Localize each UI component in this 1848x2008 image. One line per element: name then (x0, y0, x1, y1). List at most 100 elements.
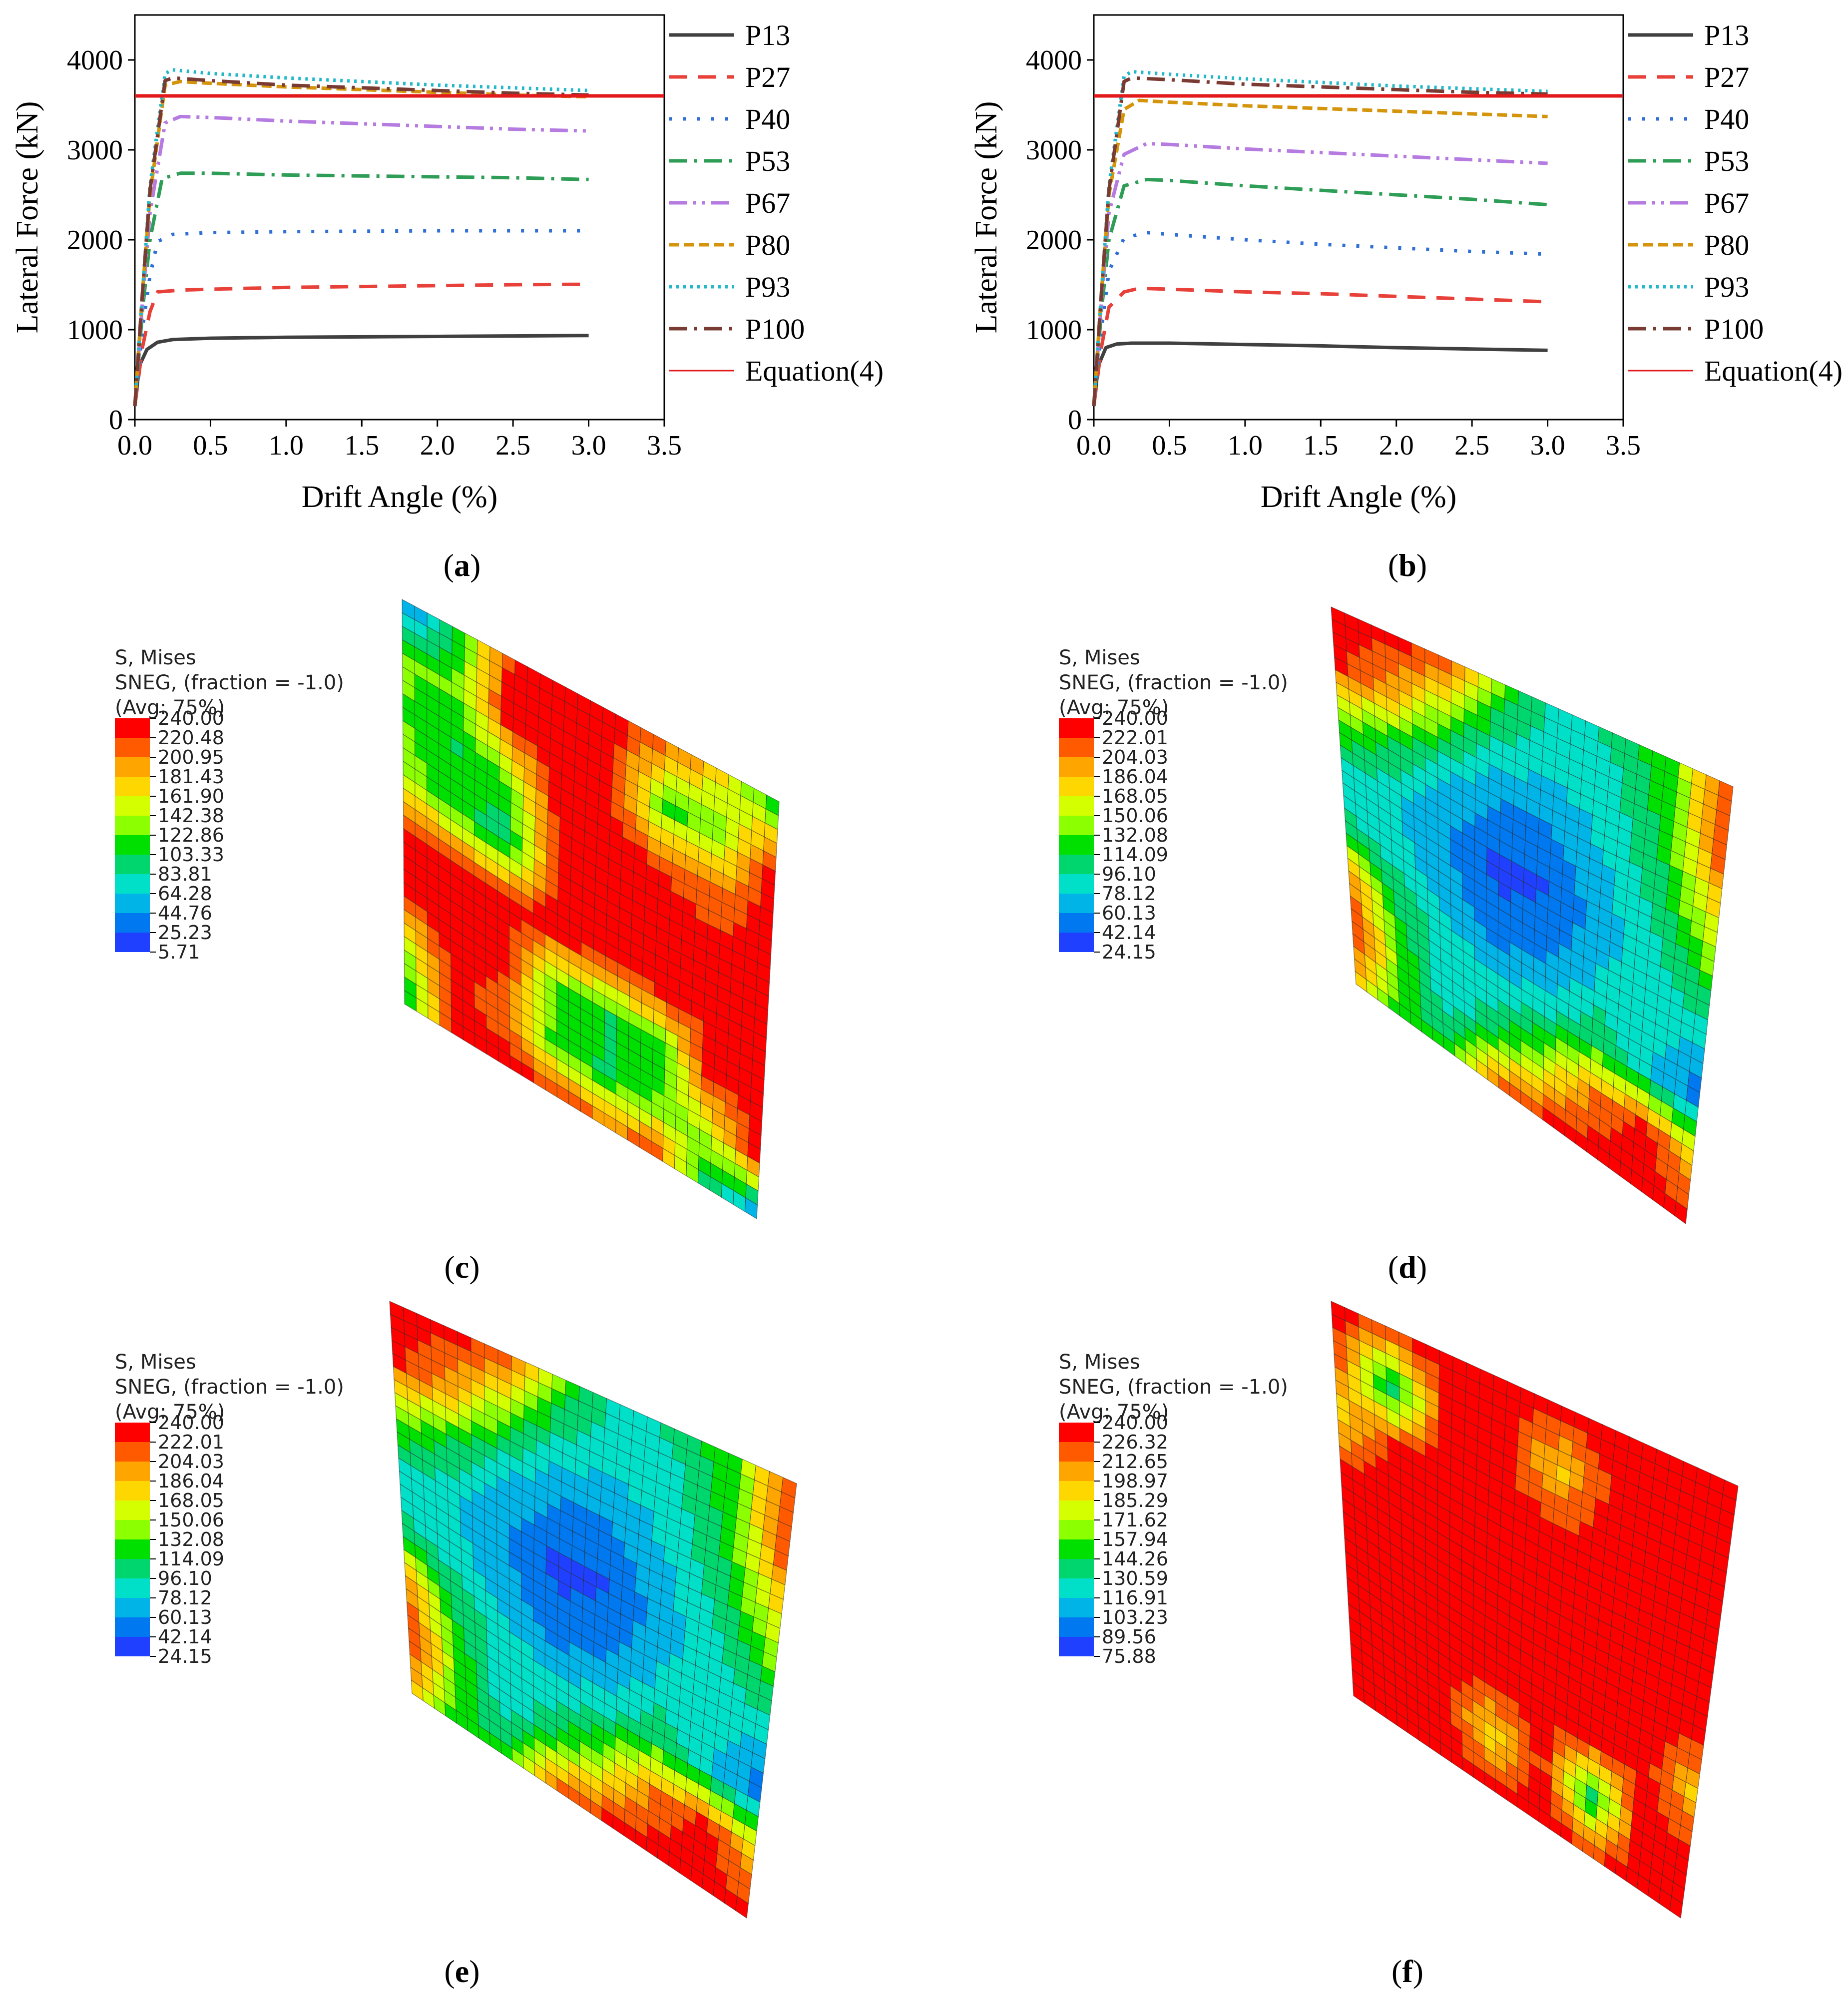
legend-color-band (1059, 1598, 1094, 1617)
legend-level-label: 24.15 (1102, 941, 1156, 963)
legend-color-band (115, 1520, 150, 1539)
x-tick-label: 0.5 (1152, 430, 1187, 461)
legend-level-label: 24.15 (158, 1645, 212, 1667)
x-tick-label: 3.0 (1530, 430, 1565, 461)
legend-level-label: 83.81 (158, 863, 212, 885)
legend-level-label: 204.03 (158, 1451, 224, 1473)
series-line-p27 (133, 282, 589, 407)
legend-level-label: 60.13 (158, 1606, 212, 1628)
legend-level-label: 226.32 (1102, 1431, 1168, 1453)
mesh (402, 598, 780, 1220)
legend-color-band (115, 1423, 150, 1442)
legend-label: P27 (1704, 61, 1749, 93)
legend-header-line: SNEG, (fraction = -1.0) (115, 671, 344, 694)
plot-frame (1093, 14, 1624, 421)
legend-color-band (1059, 1501, 1094, 1520)
legend-color-band (115, 1501, 150, 1520)
legend-color-band (1059, 718, 1094, 738)
x-tick-label: 3.0 (571, 430, 606, 461)
mesh-element (744, 1197, 758, 1220)
legend-header-line: (Avg: 75%) (115, 1401, 225, 1424)
y-tick-label: 0 (109, 405, 123, 436)
legend-level-label: 114.09 (158, 1548, 224, 1570)
legend-color-band (1059, 738, 1094, 757)
legend-level-label: 78.12 (158, 1587, 212, 1609)
legend-label: P100 (745, 313, 805, 345)
series-line-p100 (1092, 76, 1548, 407)
legend-level-label: 42.14 (158, 1626, 212, 1648)
legend-label: P40 (1704, 103, 1749, 135)
series-line-p40 (133, 229, 589, 407)
caption-d: (d) (1387, 1249, 1427, 1285)
legend-level-label: 130.59 (1102, 1567, 1168, 1589)
legend-color-band (1059, 835, 1094, 855)
y-axis-label: Lateral Force (kN) (969, 101, 1003, 334)
legend-color-band (1059, 894, 1094, 913)
y-tick-label: 1000 (67, 315, 123, 346)
legend-label: P93 (745, 271, 790, 303)
legend-level-label: 96.10 (1102, 863, 1156, 885)
legend-level-label: 89.56 (1102, 1626, 1156, 1648)
legend-color-band (1059, 1578, 1094, 1598)
legend-level-label: 222.01 (1102, 727, 1168, 749)
legend-header-line: S, Mises (1059, 646, 1140, 669)
mesh (1331, 1301, 1739, 1919)
legend-color-band (115, 757, 150, 777)
legend-color-band (1059, 1442, 1094, 1462)
legend-level-label: 171.62 (1102, 1509, 1168, 1531)
legend-level-label: 44.76 (158, 902, 212, 924)
legend-label: P13 (1704, 19, 1749, 51)
legend-header-line: (Avg: 75%) (1059, 1401, 1169, 1424)
legend-header-line: SNEG, (fraction = -1.0) (115, 1376, 344, 1399)
legend-color-band (115, 1462, 150, 1481)
legend-color-band (1059, 933, 1094, 952)
legend-color-band (1059, 1423, 1094, 1442)
x-axis-label: Drift Angle (%) (1261, 480, 1457, 514)
legend-level-label: 144.26 (1102, 1548, 1168, 1570)
legend-level-label: 185.29 (1102, 1490, 1168, 1511)
series-line-p13 (1092, 341, 1548, 407)
legend-level-label: 200.95 (158, 746, 224, 768)
legend-level-label: 103.23 (1102, 1606, 1168, 1628)
x-tick-label: 1.0 (269, 430, 304, 461)
legend-label: P13 (745, 19, 790, 51)
legend-level-label: 25.23 (158, 922, 212, 944)
legend-color-band (115, 1481, 150, 1501)
legend-color-band (115, 1617, 150, 1637)
caption-f: (f) (1391, 1954, 1423, 1989)
legend-level-label: 186.04 (158, 1470, 224, 1492)
legend-label: P80 (1704, 229, 1749, 261)
legend-color-band (115, 835, 150, 855)
legend-color-band (1059, 816, 1094, 835)
legend-color-band (1059, 913, 1094, 933)
x-tick-label: 0.5 (193, 430, 228, 461)
legend-header-line: SNEG, (fraction = -1.0) (1059, 1376, 1288, 1399)
legend-level-label: 186.04 (1102, 766, 1168, 788)
legend-level-label: 64.28 (158, 883, 212, 905)
x-tick-label: 0.0 (117, 430, 152, 461)
legend-level-label: 198.97 (1102, 1470, 1168, 1492)
legend-level-label: 96.10 (158, 1567, 212, 1589)
legend-level-label: 42.14 (1102, 922, 1156, 944)
legend-label: P67 (745, 187, 790, 219)
legend-level-label: 157.94 (1102, 1528, 1168, 1550)
x-tick-label: 1.5 (344, 430, 379, 461)
legend-color-band (1059, 1539, 1094, 1559)
legend-level-label: 212.65 (1102, 1451, 1168, 1473)
series-line-p53 (133, 171, 589, 407)
mesh-element (1669, 1896, 1683, 1919)
legend-level-label: 222.01 (158, 1431, 224, 1453)
legend-level-label: 161.90 (158, 785, 224, 807)
legend-level-label: 78.12 (1102, 883, 1156, 905)
legend-color-band (1059, 757, 1094, 777)
legend-header-line: S, Mises (1059, 1351, 1140, 1374)
legend-label: P80 (745, 229, 790, 261)
legend-level-label: 122.86 (158, 824, 224, 846)
plot-frame (134, 14, 665, 421)
legend-label: P67 (1704, 187, 1749, 219)
legend-level-label: 114.09 (1102, 844, 1168, 866)
legend-color-band (115, 855, 150, 874)
legend-label: Equation(4) (745, 355, 884, 387)
x-tick-label: 2.5 (495, 430, 530, 461)
